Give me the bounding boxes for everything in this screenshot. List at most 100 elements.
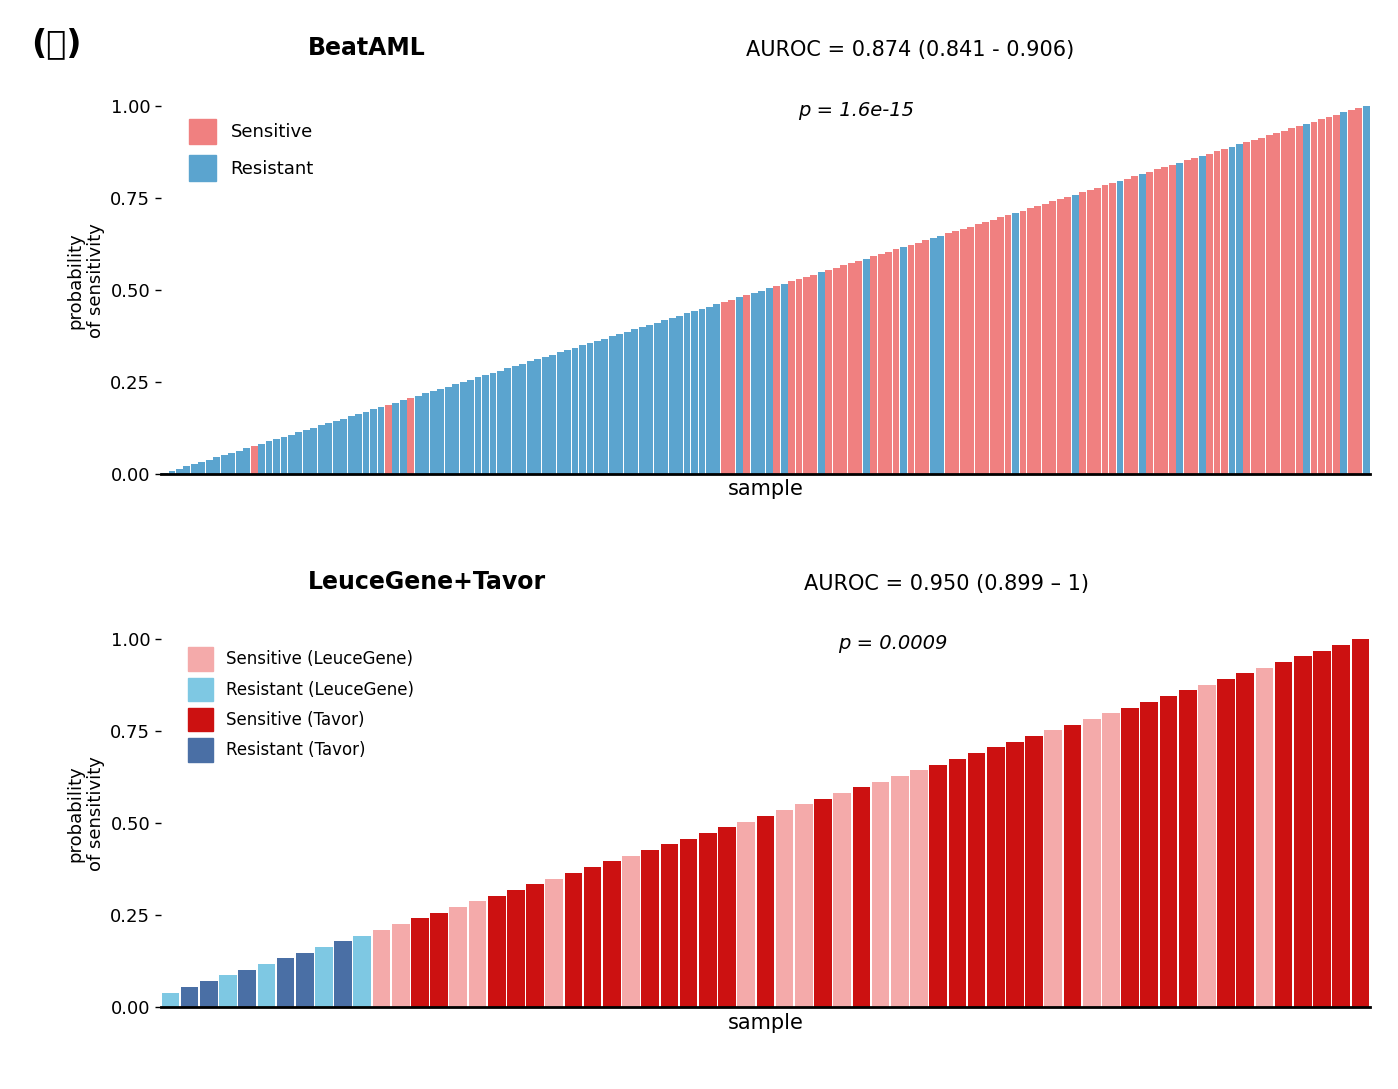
Bar	[1352, 639, 1369, 1007]
Bar	[482, 375, 489, 474]
Y-axis label: probability
of sensitivity: probability of sensitivity	[66, 757, 105, 871]
Bar	[1162, 168, 1169, 474]
Bar	[744, 295, 751, 474]
Bar	[295, 432, 302, 474]
Bar	[415, 395, 422, 474]
Bar	[520, 364, 526, 474]
Bar	[214, 457, 221, 474]
Bar	[1139, 174, 1146, 474]
Bar	[391, 925, 410, 1007]
Bar	[180, 987, 199, 1007]
Bar	[661, 320, 668, 474]
Bar	[1303, 124, 1310, 474]
Bar	[1025, 736, 1043, 1007]
Text: AUROC = 0.950 (0.899 – 1): AUROC = 0.950 (0.899 – 1)	[804, 574, 1089, 594]
Bar	[565, 350, 570, 474]
Bar	[610, 337, 615, 474]
Bar	[206, 460, 212, 474]
Bar	[967, 227, 974, 474]
Text: p = 1.6e-15: p = 1.6e-15	[798, 100, 914, 120]
Bar	[1153, 170, 1160, 474]
Bar	[833, 268, 840, 474]
Bar	[488, 895, 506, 1007]
Bar	[238, 970, 256, 1007]
Bar	[1295, 657, 1311, 1007]
Y-axis label: probability
of sensitivity: probability of sensitivity	[66, 223, 105, 338]
Bar	[872, 782, 889, 1007]
Bar	[250, 445, 257, 474]
Bar	[200, 981, 218, 1007]
Bar	[1363, 106, 1370, 474]
Text: LeuceGene+Tavor: LeuceGene+Tavor	[308, 570, 545, 594]
Bar	[1206, 154, 1213, 474]
Bar	[691, 311, 698, 474]
Bar	[1160, 696, 1177, 1007]
Bar	[795, 279, 802, 474]
Bar	[1341, 112, 1348, 474]
Bar	[1348, 110, 1355, 474]
Bar	[317, 426, 324, 474]
Bar	[758, 291, 765, 474]
Bar	[512, 366, 519, 474]
Bar	[1044, 731, 1062, 1007]
Bar	[1198, 156, 1205, 474]
Bar	[1236, 145, 1243, 474]
Bar	[930, 238, 937, 474]
Bar	[310, 428, 317, 474]
Bar	[354, 935, 370, 1007]
Bar	[1318, 119, 1325, 474]
Bar	[1064, 724, 1081, 1007]
Bar	[273, 439, 280, 474]
Bar	[236, 451, 243, 474]
Bar	[1035, 206, 1042, 474]
Bar	[281, 437, 288, 474]
Bar	[1042, 204, 1048, 474]
Bar	[452, 384, 459, 474]
Bar	[422, 393, 429, 474]
Bar	[1131, 176, 1138, 474]
Bar	[967, 754, 986, 1007]
Bar	[526, 884, 544, 1007]
Bar	[945, 233, 952, 474]
Bar	[773, 286, 780, 474]
Bar	[587, 343, 593, 474]
Bar	[756, 816, 774, 1007]
Bar	[833, 793, 851, 1007]
Bar	[825, 270, 832, 474]
Bar	[326, 424, 333, 474]
Bar	[1334, 114, 1339, 474]
Bar	[1169, 164, 1176, 474]
Bar	[863, 258, 870, 474]
Bar	[384, 405, 391, 474]
Bar	[900, 247, 907, 474]
Bar	[1057, 199, 1064, 474]
Bar	[1296, 126, 1303, 474]
Bar	[891, 776, 909, 1007]
Bar	[228, 453, 235, 474]
Bar	[661, 844, 678, 1007]
Bar	[751, 293, 758, 474]
Bar	[1141, 701, 1158, 1007]
Bar	[1218, 680, 1234, 1007]
Bar	[853, 787, 870, 1007]
Bar	[699, 833, 717, 1007]
Bar	[1019, 210, 1026, 474]
Bar	[467, 380, 474, 474]
Bar	[997, 218, 1004, 474]
Bar	[1310, 122, 1317, 474]
Bar	[930, 764, 946, 1007]
Bar	[1005, 216, 1011, 474]
Bar	[1184, 160, 1191, 474]
Bar	[1109, 183, 1116, 474]
Bar	[960, 229, 966, 474]
Bar	[333, 420, 340, 474]
Bar	[450, 907, 467, 1007]
Bar	[429, 391, 436, 474]
Bar	[1102, 185, 1109, 474]
Bar	[1079, 193, 1086, 474]
Bar	[362, 412, 369, 474]
Bar	[818, 272, 825, 474]
Bar	[639, 327, 646, 474]
Bar	[445, 387, 452, 474]
Bar	[1117, 181, 1124, 474]
